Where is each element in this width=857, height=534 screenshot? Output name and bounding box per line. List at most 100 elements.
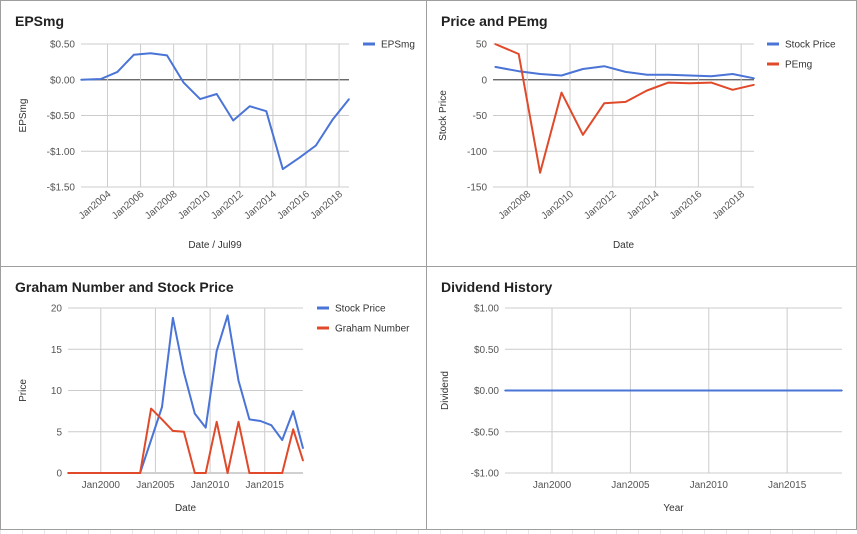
price-y-axis-title: Stock Price xyxy=(438,90,449,141)
graham-data-point xyxy=(292,428,294,431)
price-x-tick-label: Jan2014 xyxy=(625,189,662,222)
graham-data-point xyxy=(237,421,240,423)
eps-x-tick-label: Jan2006 xyxy=(110,189,147,222)
graham-data-point xyxy=(259,420,262,422)
price-x-tick-label: Jan2010 xyxy=(539,189,576,222)
graham-data-point xyxy=(215,421,218,423)
graham-x-tick-label: Jan2000 xyxy=(82,480,121,491)
eps-x-tick-label: Jan2008 xyxy=(143,189,180,222)
graham-x-tick-label: Jan2015 xyxy=(246,480,285,491)
graham-data-point xyxy=(183,430,185,433)
graham-data-point xyxy=(128,472,131,474)
graham-y-tick-label: 15 xyxy=(51,345,63,356)
eps-y-tick-label: -$1.50 xyxy=(47,183,76,194)
dividend-chart: -$1.00 -$0.50 $0.00 $0.50 $1.00 Jan2000 Jan200… xyxy=(440,304,843,514)
price-x-tick-label: Jan2016 xyxy=(668,189,705,222)
price-y-tick-label: -150 xyxy=(467,183,487,194)
dividend-x-tick-label: Jan2010 xyxy=(690,480,729,491)
graham-data-point xyxy=(226,472,229,474)
graham-data-point xyxy=(67,472,69,474)
eps-y-axis-title: EPSmg xyxy=(18,99,29,133)
eps-data-point xyxy=(149,52,152,55)
eps-data-point xyxy=(80,78,82,81)
graham-data-point xyxy=(193,412,196,415)
price-data-point xyxy=(517,53,520,55)
price-data-point xyxy=(560,91,563,94)
graham-data-point xyxy=(204,472,207,474)
dividend-y-tick-label: $1.00 xyxy=(474,304,499,315)
graham-data-point xyxy=(248,418,251,421)
graham-data-point xyxy=(172,317,174,319)
price-data-point xyxy=(753,77,755,80)
price-data-point xyxy=(624,101,627,103)
graham-y-tick-label: 10 xyxy=(51,386,63,397)
graham-x-tick-label: Jan2005 xyxy=(136,480,175,491)
graham-data-point xyxy=(270,472,273,474)
graham-data-point xyxy=(150,439,152,441)
price-data-point xyxy=(539,73,541,75)
graham-series-line-0 xyxy=(68,314,304,474)
price-chart-title: Price and PEmg xyxy=(441,13,548,29)
eps-x-tick-label: Jan2018 xyxy=(309,189,346,222)
graham-y-tick-label: 5 xyxy=(56,427,62,438)
price-data-point xyxy=(517,70,520,72)
graham-chart-title: Graham Number and Stock Price xyxy=(15,279,234,295)
price-panel: Price and PEmg -150 -100 -50 0 50 Jan2008 Jan2… xyxy=(426,0,857,267)
eps-data-point xyxy=(215,93,218,95)
eps-data-point xyxy=(315,144,317,147)
graham-x-tick-label: Jan2010 xyxy=(191,480,230,491)
price-y-tick-label: 50 xyxy=(476,40,488,51)
dividend-x-tick-label: Jan2000 xyxy=(533,480,572,491)
eps-x-tick-label: Jan2016 xyxy=(275,189,312,222)
eps-chart-title: EPSmg xyxy=(15,13,65,29)
dividend-data-point xyxy=(841,389,843,392)
price-data-point xyxy=(667,81,670,84)
price-data-point xyxy=(710,81,713,84)
graham-data-point xyxy=(183,371,185,374)
eps-data-point xyxy=(298,156,301,159)
graham-data-point xyxy=(161,418,163,421)
price-data-point xyxy=(582,134,584,136)
price-data-point xyxy=(624,71,627,73)
price-data-point xyxy=(646,73,648,76)
graham-data-point xyxy=(292,410,294,412)
eps-data-point xyxy=(331,118,334,121)
graham-y-axis-title: Price xyxy=(18,379,29,402)
graham-data-point xyxy=(215,350,218,352)
graham-data-point xyxy=(150,407,152,410)
price-y-tick-label: -50 xyxy=(473,111,488,122)
eps-data-point xyxy=(166,54,168,57)
graham-data-point xyxy=(226,314,229,317)
dividend-y-tick-label: $0.50 xyxy=(474,345,499,356)
graham-data-point xyxy=(172,430,174,432)
eps-data-point xyxy=(248,105,251,108)
price-data-point xyxy=(689,82,691,85)
graham-data-point xyxy=(204,426,207,429)
dividend-y-tick-label: -$1.00 xyxy=(471,469,500,480)
price-data-point xyxy=(753,83,755,86)
price-legend-label: PEmg xyxy=(785,60,812,71)
graham-data-point xyxy=(139,472,141,474)
eps-data-point xyxy=(232,119,234,122)
price-x-tick-label: Jan2008 xyxy=(497,189,534,222)
eps-data-point xyxy=(182,81,185,84)
price-data-point xyxy=(689,74,691,77)
eps-x-axis-title: Date / Jul99 xyxy=(188,240,242,251)
eps-x-tick-label: Jan2010 xyxy=(176,189,213,222)
graham-x-axis-title: Date xyxy=(175,503,197,514)
graham-data-point xyxy=(270,424,273,426)
price-data-point xyxy=(603,65,606,67)
eps-y-tick-label: -$0.50 xyxy=(47,111,76,122)
graham-data-point xyxy=(281,472,284,474)
price-data-point xyxy=(731,88,734,91)
graham-data-point xyxy=(259,472,262,474)
graham-y-tick-label: 0 xyxy=(56,469,62,480)
dividend-y-axis-title: Dividend xyxy=(440,371,451,410)
price-y-tick-label: 0 xyxy=(481,75,487,86)
dividend-y-tick-label: -$0.50 xyxy=(471,427,500,438)
eps-x-tick-label: Jan2004 xyxy=(77,189,114,222)
eps-x-tick-label: Jan2014 xyxy=(242,189,279,222)
price-y-tick-label: -100 xyxy=(467,147,487,158)
eps-y-tick-label: -$1.00 xyxy=(47,147,76,158)
